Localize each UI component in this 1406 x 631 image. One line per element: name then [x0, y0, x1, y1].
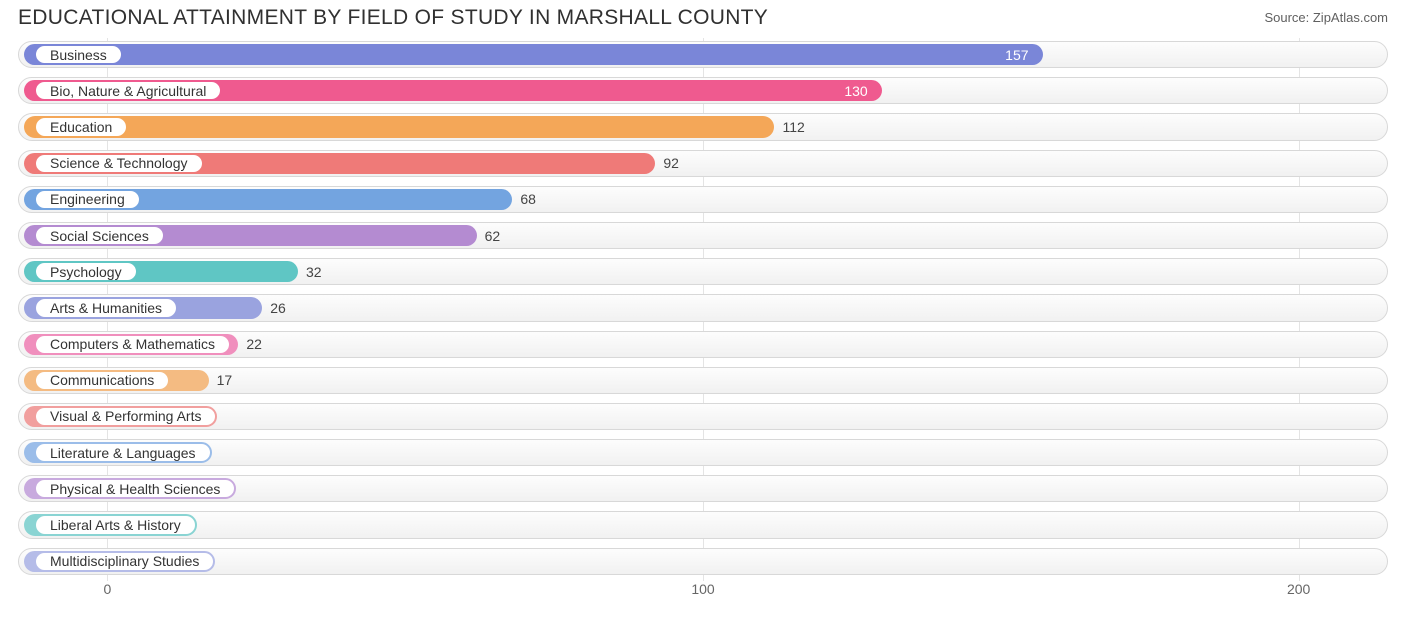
bar-track — [18, 439, 1388, 466]
category-pill: Computers & Mathematics — [34, 334, 231, 355]
bar-row: 62 Social Sciences — [12, 219, 1394, 252]
bar-row: 9Literature & Languages — [12, 436, 1394, 469]
bar-value-label: 32 — [298, 255, 322, 288]
category-label: Bio, Nature & Agricultural — [50, 83, 206, 99]
bar-value-label: 22 — [238, 328, 262, 361]
bar-row: 0Multidisciplinary Studies — [12, 545, 1394, 578]
category-label: Computers & Mathematics — [50, 336, 215, 352]
category-pill: Physical & Health Sciences — [34, 478, 236, 499]
bar-track — [18, 511, 1388, 538]
category-label: Social Sciences — [50, 228, 149, 244]
bar-row: 4Physical & Health Sciences — [12, 472, 1394, 505]
x-axis: 0 100 200 — [12, 581, 1394, 611]
category-pill: Bio, Nature & Agricultural — [34, 80, 222, 101]
chart-area: 157Business130Bio, Nature & Agricultural… — [12, 38, 1394, 578]
bar-row: 130Bio, Nature & Agricultural — [12, 74, 1394, 107]
category-pill: Visual & Performing Arts — [34, 406, 217, 427]
category-pill: Social Sciences — [34, 225, 165, 246]
bar-row: 22 Computers & Mathematics — [12, 328, 1394, 361]
category-pill: Engineering — [34, 189, 141, 210]
bar-row: 13Visual & Performing Arts — [12, 400, 1394, 433]
category-label: Multidisciplinary Studies — [50, 553, 199, 569]
bar-row: 32 Psychology — [12, 255, 1394, 288]
bar-value-label: 157 — [24, 38, 1043, 71]
category-pill: Education — [34, 116, 128, 137]
bar-row: 17 Communications — [12, 364, 1394, 397]
category-pill: Science & Technology — [34, 153, 204, 174]
axis-tick-label: 100 — [691, 581, 714, 597]
bar-fill — [24, 116, 774, 137]
bar-value-label: 17 — [209, 364, 233, 397]
bar-row: 26 Arts & Humanities — [12, 291, 1394, 324]
category-pill: Literature & Languages — [34, 442, 212, 463]
category-label: Liberal Arts & History — [50, 517, 181, 533]
category-label: Communications — [50, 372, 154, 388]
bar-value-label: 26 — [262, 291, 286, 324]
bar-row: 157Business — [12, 38, 1394, 71]
category-pill: Psychology — [34, 261, 138, 282]
chart-source: Source: ZipAtlas.com — [1264, 6, 1388, 25]
bar-value-label: 92 — [655, 147, 679, 180]
bar-track — [18, 548, 1388, 575]
axis-tick-label: 200 — [1287, 581, 1310, 597]
category-label: Science & Technology — [50, 155, 188, 171]
bar-row: 92 Science & Technology — [12, 147, 1394, 180]
bar-value-label: 62 — [477, 219, 501, 252]
bar-row: 68 Engineering — [12, 183, 1394, 216]
category-label: Literature & Languages — [50, 445, 196, 461]
category-pill: Multidisciplinary Studies — [34, 551, 215, 572]
category-label: Engineering — [50, 191, 125, 207]
bar-value-label: 68 — [512, 183, 536, 216]
bar-row: 3Liberal Arts & History — [12, 508, 1394, 541]
category-label: Visual & Performing Arts — [50, 408, 201, 424]
axis-tick-label: 0 — [103, 581, 111, 597]
category-label: Physical & Health Sciences — [50, 481, 220, 497]
bar-value-label: 112 — [774, 110, 804, 143]
category-label: Psychology — [50, 264, 122, 280]
category-label: Business — [50, 47, 107, 63]
chart-title: EDUCATIONAL ATTAINMENT BY FIELD OF STUDY… — [18, 6, 768, 30]
category-pill: Business — [34, 44, 123, 65]
category-pill: Arts & Humanities — [34, 297, 178, 318]
bar-track — [18, 403, 1388, 430]
category-pill: Liberal Arts & History — [34, 514, 197, 535]
category-pill: Communications — [34, 370, 170, 391]
category-label: Education — [50, 119, 112, 135]
bar-row: 112 Education — [12, 110, 1394, 143]
category-label: Arts & Humanities — [50, 300, 162, 316]
